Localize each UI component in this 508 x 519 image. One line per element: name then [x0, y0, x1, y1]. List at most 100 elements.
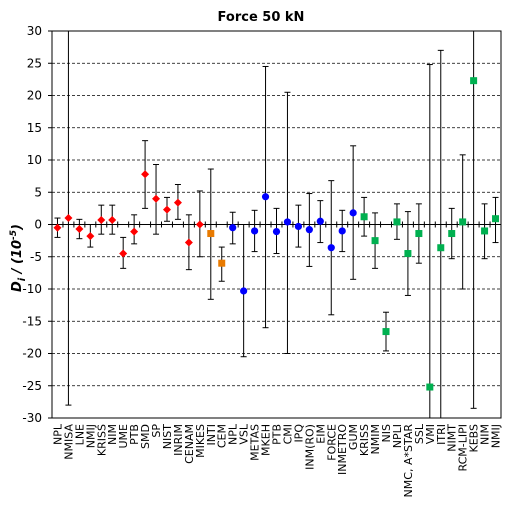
x-tick-label: VMI: [424, 424, 437, 444]
point-square: [207, 230, 215, 238]
point-circle: [305, 226, 313, 234]
point-square: [448, 230, 456, 238]
point-circle: [327, 244, 335, 252]
x-tick-label: LNE: [73, 424, 86, 445]
x-tick-label: VSL: [238, 423, 251, 445]
x-tick-label: NMISA: [62, 424, 75, 460]
x-tick-label: NIM: [479, 424, 492, 445]
x-tick-label: KEBS: [468, 424, 481, 453]
x-tick-label: NMIJ: [84, 424, 97, 448]
x-tick-label: NIM: [106, 424, 119, 445]
y-tick-label: -25: [22, 379, 42, 393]
point-square: [470, 77, 478, 85]
point-circle: [261, 193, 270, 201]
x-tick-label: NMIM: [369, 424, 382, 454]
x-tick-label: NPL: [227, 423, 240, 445]
y-axis-label-sub: i: [17, 277, 28, 281]
point-diamond: [130, 227, 139, 236]
point-diamond: [53, 223, 62, 232]
y-tick-label: -30: [22, 411, 42, 425]
x-tick-label: INRIM: [172, 424, 185, 456]
y-tick-label: -20: [22, 347, 42, 361]
y-tick-labels: -30 -25 -20 -15 -10 -5 0 5 10 15 20 25 30: [22, 24, 42, 425]
grid-lines: [48, 30, 501, 419]
x-tick-label: PTB: [128, 424, 141, 445]
x-tick-label: MIKES: [194, 424, 207, 458]
point-square: [492, 215, 500, 223]
x-tick-label: ITRI: [435, 424, 448, 445]
x-tick-label: RCM-LIPI: [457, 424, 470, 472]
y-axis-label: Di / (10-5): [9, 224, 28, 292]
y-tick-label: 25: [27, 56, 42, 70]
y-tick-label: -10: [22, 282, 42, 296]
point-diamond: [152, 194, 161, 203]
x-tick-label: INM(RO): [303, 424, 316, 470]
x-tick-label: CMI: [281, 424, 294, 444]
x-tick-label: SSL: [413, 423, 426, 444]
x-tick-label: PTB: [271, 424, 284, 445]
point-circle: [250, 227, 259, 235]
y-axis-label-exp: -5: [9, 230, 19, 240]
x-tick-label: SMD: [139, 424, 152, 449]
y-tick-label: 10: [27, 153, 42, 167]
point-circle: [283, 218, 292, 226]
y-tick-label: 0: [34, 218, 42, 232]
y-axis-label-rest: / (10: [10, 240, 25, 278]
x-tick-label: IPQ: [292, 424, 305, 443]
y-tick-label: 15: [27, 121, 42, 135]
x-tick-label: EIM: [314, 424, 327, 444]
x-tick-label: NIS: [380, 424, 393, 442]
x-tick-label: NIST: [161, 424, 174, 449]
point-square: [382, 328, 390, 336]
x-tick-label: FORCE: [325, 424, 338, 461]
x-tick-label: NPL: [51, 423, 64, 445]
point-diamond: [162, 205, 171, 214]
x-tick-label: INTI: [205, 424, 218, 445]
y-axis-label-close: ): [10, 224, 25, 231]
point-square: [426, 383, 434, 391]
x-tick-label: NMIJ: [490, 424, 503, 448]
point-circle: [229, 224, 237, 232]
x-tick-label: NMC, A*STAR: [402, 424, 415, 498]
point-circle: [338, 227, 346, 235]
point-diamond: [141, 170, 150, 179]
x-tick-label: KRISS: [95, 424, 108, 456]
y-tick-label: 30: [27, 24, 42, 38]
y-tick-label: -5: [30, 250, 42, 264]
point-square: [371, 237, 379, 245]
x-tick-label: NIMT: [446, 424, 459, 452]
point-square: [393, 218, 401, 226]
x-tick-label: INMETRO: [336, 424, 349, 475]
point-circle: [349, 209, 357, 217]
point-square: [360, 213, 368, 221]
point-diamond: [64, 214, 73, 223]
point-circle: [240, 287, 248, 295]
x-tick-label: SP: [150, 424, 163, 438]
point-diamond: [119, 249, 128, 258]
point-diamond: [97, 215, 106, 224]
x-tick-labels: NPLNMISALNENMIJKRISSNIMUMEPTBSMDSPNISTIN…: [51, 423, 502, 497]
plot-frame: [51, 30, 502, 419]
x-tick-label: MKEH: [260, 424, 273, 456]
x-tick-label: KRISS: [358, 424, 371, 456]
point-circle: [316, 217, 324, 225]
x-tick-label: NPLI: [391, 424, 404, 448]
y-axis-label-main: D: [10, 281, 25, 292]
data-points: [53, 77, 500, 391]
point-square: [437, 244, 445, 252]
point-diamond: [75, 225, 84, 234]
point-square: [404, 250, 412, 258]
point-square: [459, 218, 467, 226]
y-tick-label: 20: [27, 89, 42, 103]
x-tick-label: METAS: [249, 424, 262, 461]
point-diamond: [86, 232, 95, 241]
point-square: [218, 259, 226, 267]
x-tick-label: GUM: [347, 424, 360, 450]
x-tick-label: CEM: [216, 424, 229, 448]
point-diamond: [184, 238, 193, 247]
y-tick-label: 5: [34, 185, 42, 199]
point-diamond: [195, 220, 204, 229]
x-tick-label: UME: [117, 424, 130, 449]
y-tick-label: -15: [22, 314, 42, 328]
